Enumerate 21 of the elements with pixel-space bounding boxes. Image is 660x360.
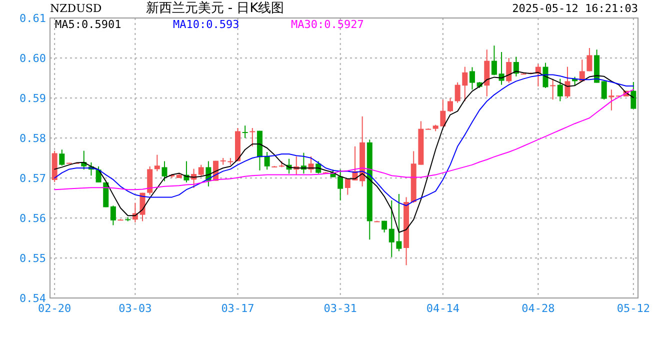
chart-title: 新西兰元美元 - 日K线图 xyxy=(146,0,284,16)
y-tick-label: 0.55 xyxy=(20,252,46,265)
text: NZDUSD xyxy=(50,2,102,15)
y-tick-label: 0.56 xyxy=(20,212,46,225)
text: 2025-05-12 16:21:03 xyxy=(512,2,638,15)
y-tick-label: 0.59 xyxy=(20,92,46,105)
x-tick-label: 03-03 xyxy=(118,302,152,315)
x-tick-label: 03-31 xyxy=(324,302,357,315)
y-tick-label: 0.61 xyxy=(20,12,46,25)
x-tick-label: 03-17 xyxy=(221,302,254,315)
x-tick-label: 05-12 xyxy=(616,302,650,315)
x-tick-label: 04-28 xyxy=(522,302,555,315)
x-tick-label: 02-20 xyxy=(38,302,72,315)
x-tick-label: 04-14 xyxy=(426,302,460,315)
y-tick-label: 0.58 xyxy=(20,132,46,145)
text: MA10:0.593 xyxy=(173,18,240,31)
y-tick-label: 0.57 xyxy=(20,172,46,185)
text: MA5:0.5901 xyxy=(55,18,122,31)
y-tick-label: 0.54 xyxy=(20,292,46,305)
y-tick-label: 0.60 xyxy=(20,52,46,65)
text: MA30:0.5927 xyxy=(291,18,364,31)
